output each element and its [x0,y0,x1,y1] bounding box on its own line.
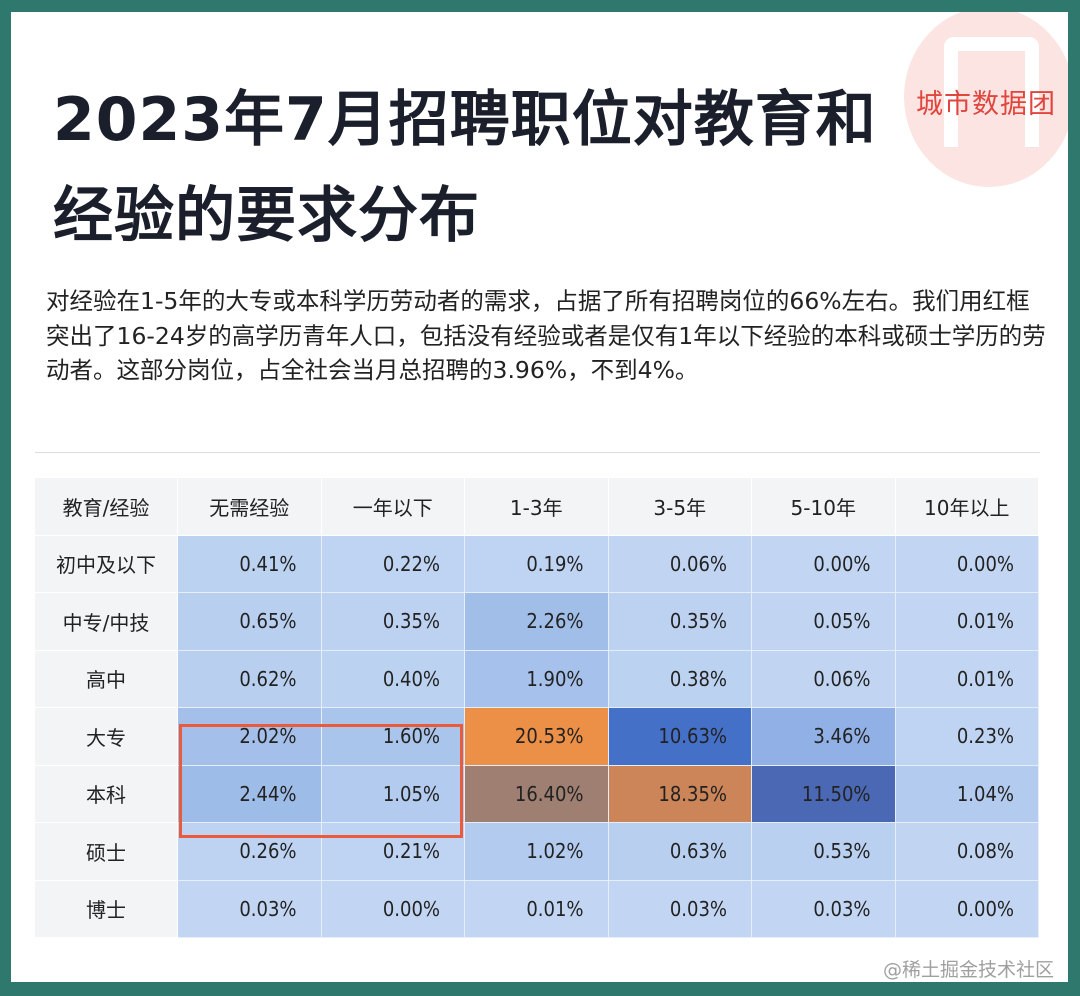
column-header: 无需经验 [178,478,322,536]
divider [35,452,1040,453]
heatmap-cell: 0.05% [752,593,896,651]
logo-icon [904,12,1068,187]
table-row: 博士 0.03% 0.00% 0.01% 0.03% 0.03% 0.00% [35,880,1039,938]
heatmap-table: 教育/经验 无需经验 一年以下 1-3年 3-5年 5-10年 10年以上 初中及以下 0.41… [35,478,1039,938]
heatmap-cell: 0.38% [608,650,752,708]
heatmap-cell: 0.08% [895,823,1039,881]
heatmap-cell: 0.06% [608,535,752,593]
heatmap-cell: 0.53% [752,823,896,881]
heatmap-cell: 1.04% [895,765,1039,823]
heatmap-cell: 0.01% [895,593,1039,651]
table-row: 大专 2.02% 1.60% 20.53% 10.63% 3.46% 0.23% [35,708,1039,766]
heatmap-cell: 2.26% [465,593,609,651]
table-row: 初中及以下 0.41% 0.22% 0.19% 0.06% 0.00% 0.00% [35,535,1039,593]
row-label: 本科 [35,765,178,823]
heatmap-cell: 0.35% [608,593,752,651]
corner-label: 教育/经验 [35,478,178,536]
heatmap-cell: 0.40% [321,650,465,708]
heatmap-cell: 0.21% [321,823,465,881]
heatmap-cell: 0.00% [321,880,465,938]
heatmap-cell: 18.35% [608,765,752,823]
watermark: @稀土掘金技术社区 [882,959,1054,981]
heatmap-cell: 0.03% [178,880,322,938]
table-row: 高中 0.62% 0.40% 1.90% 0.38% 0.06% 0.01% [35,650,1039,708]
heatmap-cell: 0.01% [895,650,1039,708]
heatmap-cell: 0.06% [752,650,896,708]
column-header: 3-5年 [608,478,752,536]
heatmap-cell: 0.23% [895,708,1039,766]
heatmap-cell: 0.01% [465,880,609,938]
heatmap-cell: 20.53% [465,708,609,766]
heatmap-cell: 0.00% [752,535,896,593]
heatmap-cell: 0.41% [178,535,322,593]
heatmap-cell: 10.63% [608,708,752,766]
heatmap-cell: 0.19% [465,535,609,593]
heatmap-cell: 0.63% [608,823,752,881]
row-label: 博士 [35,880,178,938]
heatmap-cell: 1.60% [321,708,465,766]
row-label: 中专/中技 [35,593,178,651]
row-label: 高中 [35,650,178,708]
column-header: 1-3年 [465,478,609,536]
heatmap-cell: 16.40% [465,765,609,823]
column-header: 一年以下 [321,478,465,536]
heatmap-cell: 0.26% [178,823,322,881]
table-row: 中专/中技 0.65% 0.35% 2.26% 0.35% 0.05% 0.01% [35,593,1039,651]
heatmap-cell: 0.03% [608,880,752,938]
header-row: 教育/经验 无需经验 一年以下 1-3年 3-5年 5-10年 10年以上 [35,478,1039,536]
highlight-box [179,724,463,838]
heatmap-cell: 1.02% [465,823,609,881]
column-header: 5-10年 [752,478,896,536]
card: 城市数据团 2023年7月招聘职位对教育和经验的要求分布 对经验在1-5年的大专… [11,12,1068,982]
table-row: 本科 2.44% 1.05% 16.40% 18.35% 11.50% 1.04% [35,765,1039,823]
heatmap-cell: 0.65% [178,593,322,651]
table-row: 硕士 0.26% 0.21% 1.02% 0.63% 0.53% 0.08% [35,823,1039,881]
heatmap-cell: 0.22% [321,535,465,593]
column-header: 10年以上 [895,478,1039,536]
heatmap-cell: 3.46% [752,708,896,766]
page-title: 2023年7月招聘职位对教育和经验的要求分布 [53,85,877,251]
row-label: 硕士 [35,823,178,881]
row-label: 初中及以下 [35,535,178,593]
heatmap-cell: 0.35% [321,593,465,651]
heatmap-cell: 2.44% [178,765,322,823]
description: 对经验在1-5年的大专或本科学历劳动者的需求，占据了所有招聘岗位的66%左右。我… [46,287,1046,384]
row-label: 大专 [35,708,178,766]
heatmap-cell: 0.00% [895,880,1039,938]
heatmap-cell: 11.50% [752,765,896,823]
heatmap-cell: 2.02% [178,708,322,766]
heatmap-cell: 0.00% [895,535,1039,593]
heatmap-cell: 1.90% [465,650,609,708]
heatmap-cell: 1.05% [321,765,465,823]
logo-text: 城市数据团 [916,89,1056,120]
heatmap-cell: 0.03% [752,880,896,938]
heatmap-cell: 0.62% [178,650,322,708]
